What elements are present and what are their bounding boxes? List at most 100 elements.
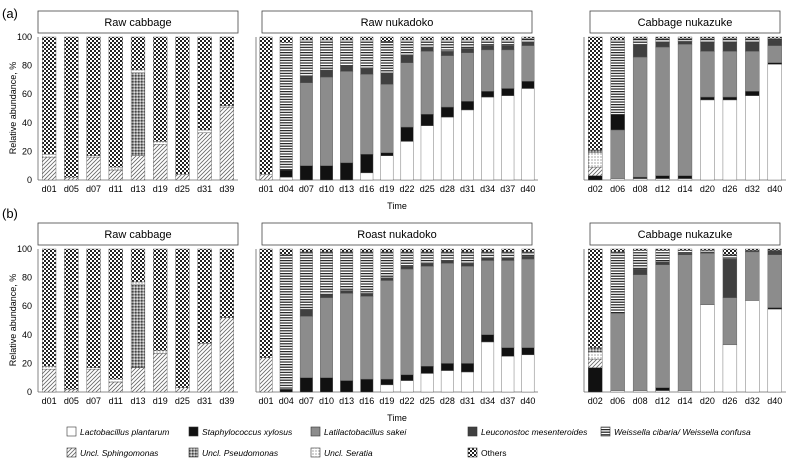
x-tick-label: d40 [767, 184, 782, 194]
bar-segment-se [153, 350, 168, 354]
bar-segment-ls [677, 43, 693, 176]
bar-segment-lp [610, 390, 625, 393]
legend: Lactobacillus plantarum Staphylococcus xy… [66, 426, 751, 458]
bar-segment-se [197, 129, 212, 134]
bar-segment-se [153, 141, 168, 145]
bar-d05 [64, 36, 79, 181]
bar-segment-wc [400, 39, 414, 56]
bar-segment-ls [677, 254, 693, 391]
x-tick-label: d32 [745, 184, 760, 194]
bar-segment-sx [340, 162, 354, 181]
x-tick-label: d39 [219, 396, 234, 406]
bar-d04 [279, 248, 293, 393]
y-axis-label: Relative abundance, % [8, 62, 18, 155]
bar-segment-se [108, 378, 123, 383]
bar-segment-sx [279, 388, 293, 393]
bar-segment-ls [767, 45, 782, 63]
y-axis-label: Relative abundance, % [8, 274, 18, 367]
group-title: Raw nukadoko [361, 17, 434, 29]
bar-segment-wc [632, 250, 648, 270]
bar-segment-lm [655, 42, 670, 48]
bar-segment-sp [259, 174, 273, 181]
bar-segment-ot [461, 36, 474, 41]
bar-segment-ls [299, 316, 313, 378]
bar-segment-lm [440, 51, 454, 56]
bar-segment-wc [610, 251, 625, 314]
bar-segment-ot [360, 36, 374, 41]
bar-group-roast-nukadoko: d01 d04 d07 d10 d13 d16 d19 d22 d25 d28 d31 d34 d37 d… [255, 248, 538, 406]
bar-d31 [461, 36, 474, 181]
bar-segment-ot [501, 248, 515, 253]
x-tick-label: d14 [677, 184, 692, 194]
bar-segment-ot [722, 248, 738, 255]
bar-segment-ot [745, 248, 760, 251]
x-tick-label: d22 [400, 184, 415, 194]
bar-segment-ot [153, 248, 168, 351]
panel-b-label: (b) [2, 206, 18, 221]
bar-segment-wc [380, 41, 394, 73]
bar-d16 [360, 36, 374, 181]
bar-segment-sx [632, 176, 648, 179]
bar-segment-lp [420, 125, 434, 181]
bar-segment-ot [299, 248, 313, 253]
bar-segment-lp [700, 99, 715, 181]
x-tick-label: d31 [460, 184, 475, 194]
bar-segment-ot [481, 248, 495, 253]
y-ticks: 0 20 40 60 80 100 [17, 244, 32, 397]
bar-segment-ls [420, 51, 434, 115]
bar-segment-ls [299, 82, 313, 166]
y-tick-label: 60 [22, 301, 32, 311]
bar-d34 [481, 36, 495, 181]
bar-segment-ot [360, 248, 374, 253]
bar-segment-lm [767, 250, 782, 255]
bar-segment-wc [677, 38, 693, 42]
bar-segment-sp [175, 174, 190, 181]
bar-segment-sx [722, 96, 738, 101]
bar-segment-lm [340, 65, 354, 72]
bar-d39 [219, 248, 234, 393]
bar-segment-wc [320, 39, 333, 71]
bar-d07 [299, 248, 313, 393]
bar-segment-wc [461, 251, 474, 264]
bar-segment-ot [219, 248, 234, 318]
bar-segment-lm [700, 42, 715, 52]
bar-group-raw-nukadoko: d01 d04 d07 d10 d13 d16 d19 d22 d25 d28 d31 d34 d37 d… [255, 36, 538, 194]
bar-d26 [722, 248, 738, 393]
bar-segment-ls [481, 49, 495, 92]
bar-segment-sp [42, 368, 57, 393]
bar-segment-sp [130, 155, 146, 181]
bar-segment-ot [130, 248, 146, 283]
y-tick-label: 40 [22, 118, 32, 128]
x-tick-label: d07 [86, 184, 101, 194]
bar-segment-lp [380, 384, 394, 393]
x-tick-label: d32 [745, 396, 760, 406]
bar-segment-sx [299, 165, 313, 181]
bar-segment-sx [700, 96, 715, 101]
bar-segment-ot [501, 36, 515, 41]
bar-segment-lp [655, 178, 670, 181]
bar-d25 [420, 248, 434, 393]
bar-segment-ot [677, 248, 693, 251]
bar-segment-lp [461, 371, 474, 393]
legend-label: Uncl. Sphingomonas [80, 448, 159, 458]
x-tick-label: d40 [520, 184, 535, 194]
bar-segment-ls [380, 83, 394, 154]
bar-segment-wc [501, 39, 515, 46]
bar-segment-ls [610, 129, 625, 179]
bar-d37 [501, 248, 515, 393]
bar-segment-wc [340, 39, 354, 66]
bar-segment-ot [340, 36, 354, 41]
bar-segment-ot [279, 248, 293, 255]
bar-segment-lm [501, 257, 515, 261]
y-tick-label: 20 [22, 146, 32, 156]
bar-d13 [130, 248, 146, 393]
bar-segment-wc [481, 251, 495, 258]
x-tick-label: d34 [480, 184, 495, 194]
bar-segment-ot [700, 36, 715, 39]
bar-d05 [64, 248, 79, 393]
bar-segment-ot [197, 36, 212, 131]
bar-segment-sx [279, 169, 293, 178]
legend-label: Uncl. Seratia [324, 448, 373, 458]
bar-segment-lm [722, 258, 738, 298]
legend-label: Uncl. Pseudomonas [202, 448, 279, 458]
